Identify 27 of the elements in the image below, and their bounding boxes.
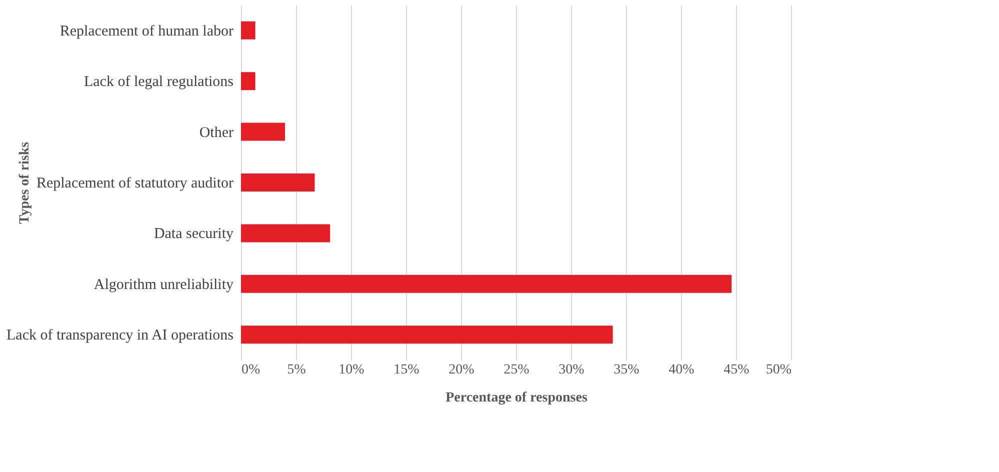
x-tick-label: 30%: [558, 362, 585, 378]
bar: [241, 174, 315, 192]
x-tick-label: 10%: [338, 362, 365, 378]
x-tick-label: 50%: [766, 362, 792, 378]
x-axis-title: Percentage of responses: [446, 390, 588, 406]
bar: [241, 72, 256, 90]
y-tick-label: Other: [199, 124, 234, 141]
y-tick-label: Replacement of statutory auditor: [36, 176, 234, 192]
bar: [241, 326, 613, 344]
y-tick-label: Replacement of human labor: [60, 23, 234, 40]
bar: [241, 21, 256, 40]
x-tick-label: 35%: [614, 362, 640, 378]
x-tick-label: 0%: [242, 362, 260, 378]
y-axis-title: Types of risks: [18, 141, 32, 224]
y-tick-label: Algorithm unreliability: [94, 276, 234, 293]
bar: [241, 224, 330, 242]
x-tick-label: 20%: [448, 362, 475, 378]
x-tick-label: 40%: [668, 362, 695, 378]
x-tick-label: 45%: [724, 362, 750, 378]
bar: [241, 274, 732, 293]
x-tick-label: 15%: [394, 362, 420, 378]
y-tick-label: Lack of legal regulations: [84, 74, 234, 90]
y-tick-label: Lack of transparency in AI operations: [6, 328, 234, 344]
x-tick-label: 5%: [287, 362, 306, 378]
bar: [241, 122, 285, 141]
x-tick-label: 25%: [504, 362, 530, 378]
y-tick-label: Data security: [154, 226, 234, 242]
